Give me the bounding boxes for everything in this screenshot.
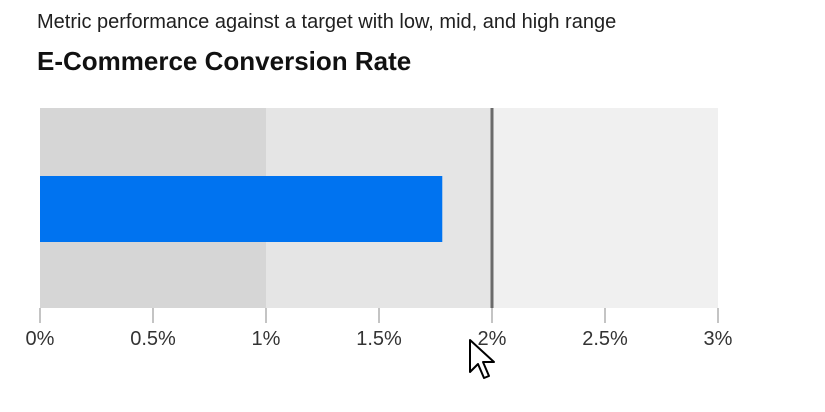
tick-label: 3% <box>704 328 733 350</box>
tick-label: 1.5% <box>356 328 402 350</box>
chart-subtitle: Metric performance against a target with… <box>37 11 617 33</box>
tick-label: 1% <box>252 328 281 350</box>
tick-label: 2.5% <box>582 328 628 350</box>
tick-label: 0.5% <box>130 328 176 350</box>
measure-group <box>40 176 443 242</box>
range-band-high <box>492 108 718 308</box>
tick-label: 0% <box>26 328 55 350</box>
tick-label: 2% <box>478 328 507 350</box>
x-axis: 0% 0.5% 1% 1.5% 2% 2.5% 3% <box>26 308 733 350</box>
measure-bar <box>40 176 443 242</box>
chart-title: E-Commerce Conversion Rate <box>37 46 412 76</box>
mouse-pointer-icon <box>468 338 502 389</box>
